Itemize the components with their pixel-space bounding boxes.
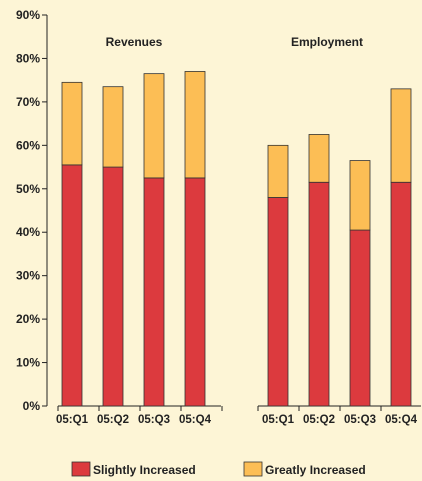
bar-greatly-increased	[308, 134, 330, 183]
legend-label: Slightly Increased	[93, 463, 196, 477]
bar-greatly-increased	[184, 71, 206, 179]
x-category-label: 05:Q2	[97, 414, 129, 426]
bar-slightly-increased	[267, 197, 289, 407]
x-category-label: 05:Q3	[138, 414, 170, 426]
y-tick-label: 30%	[16, 269, 40, 283]
legend-swatch-slightly-increased	[71, 461, 91, 477]
x-category-label: 05:Q1	[262, 414, 295, 426]
bar-greatly-increased	[102, 86, 124, 168]
y-tick-label: 60%	[16, 138, 40, 152]
bar-greatly-increased	[390, 88, 412, 183]
y-tick-label: 0%	[23, 399, 41, 413]
bar-slightly-increased	[390, 181, 412, 407]
bar-greatly-increased	[61, 81, 83, 166]
y-tick-label: 10%	[16, 356, 40, 370]
legend-swatch-greatly-increased	[243, 461, 263, 477]
bar-slightly-increased	[61, 164, 83, 407]
bar-slightly-increased	[308, 181, 330, 407]
y-tick-label: 20%	[16, 312, 40, 326]
group-title: Revenues	[106, 35, 163, 49]
bar-greatly-increased	[349, 160, 371, 231]
y-tick-label: 50%	[16, 182, 40, 196]
bar-greatly-increased	[143, 73, 165, 179]
y-tick-label: 70%	[16, 95, 40, 109]
bar-slightly-increased	[184, 177, 206, 407]
x-category-label: 05:Q4	[385, 414, 418, 426]
x-category-label: 05:Q1	[56, 414, 89, 426]
y-tick-label: 80%	[16, 51, 40, 65]
x-category-label: 05:Q2	[303, 414, 335, 426]
x-category-label: 05:Q3	[344, 414, 376, 426]
bar-slightly-increased	[143, 177, 165, 407]
x-category-label: 05:Q4	[179, 414, 212, 426]
legend-label: Greatly Increased	[265, 463, 366, 477]
group-title: Employment	[291, 35, 363, 49]
bar-slightly-increased	[102, 166, 124, 407]
y-tick-label: 40%	[16, 225, 40, 239]
y-tick-label: 90%	[16, 8, 40, 22]
bar-slightly-increased	[349, 229, 371, 407]
bar-greatly-increased	[267, 144, 289, 198]
